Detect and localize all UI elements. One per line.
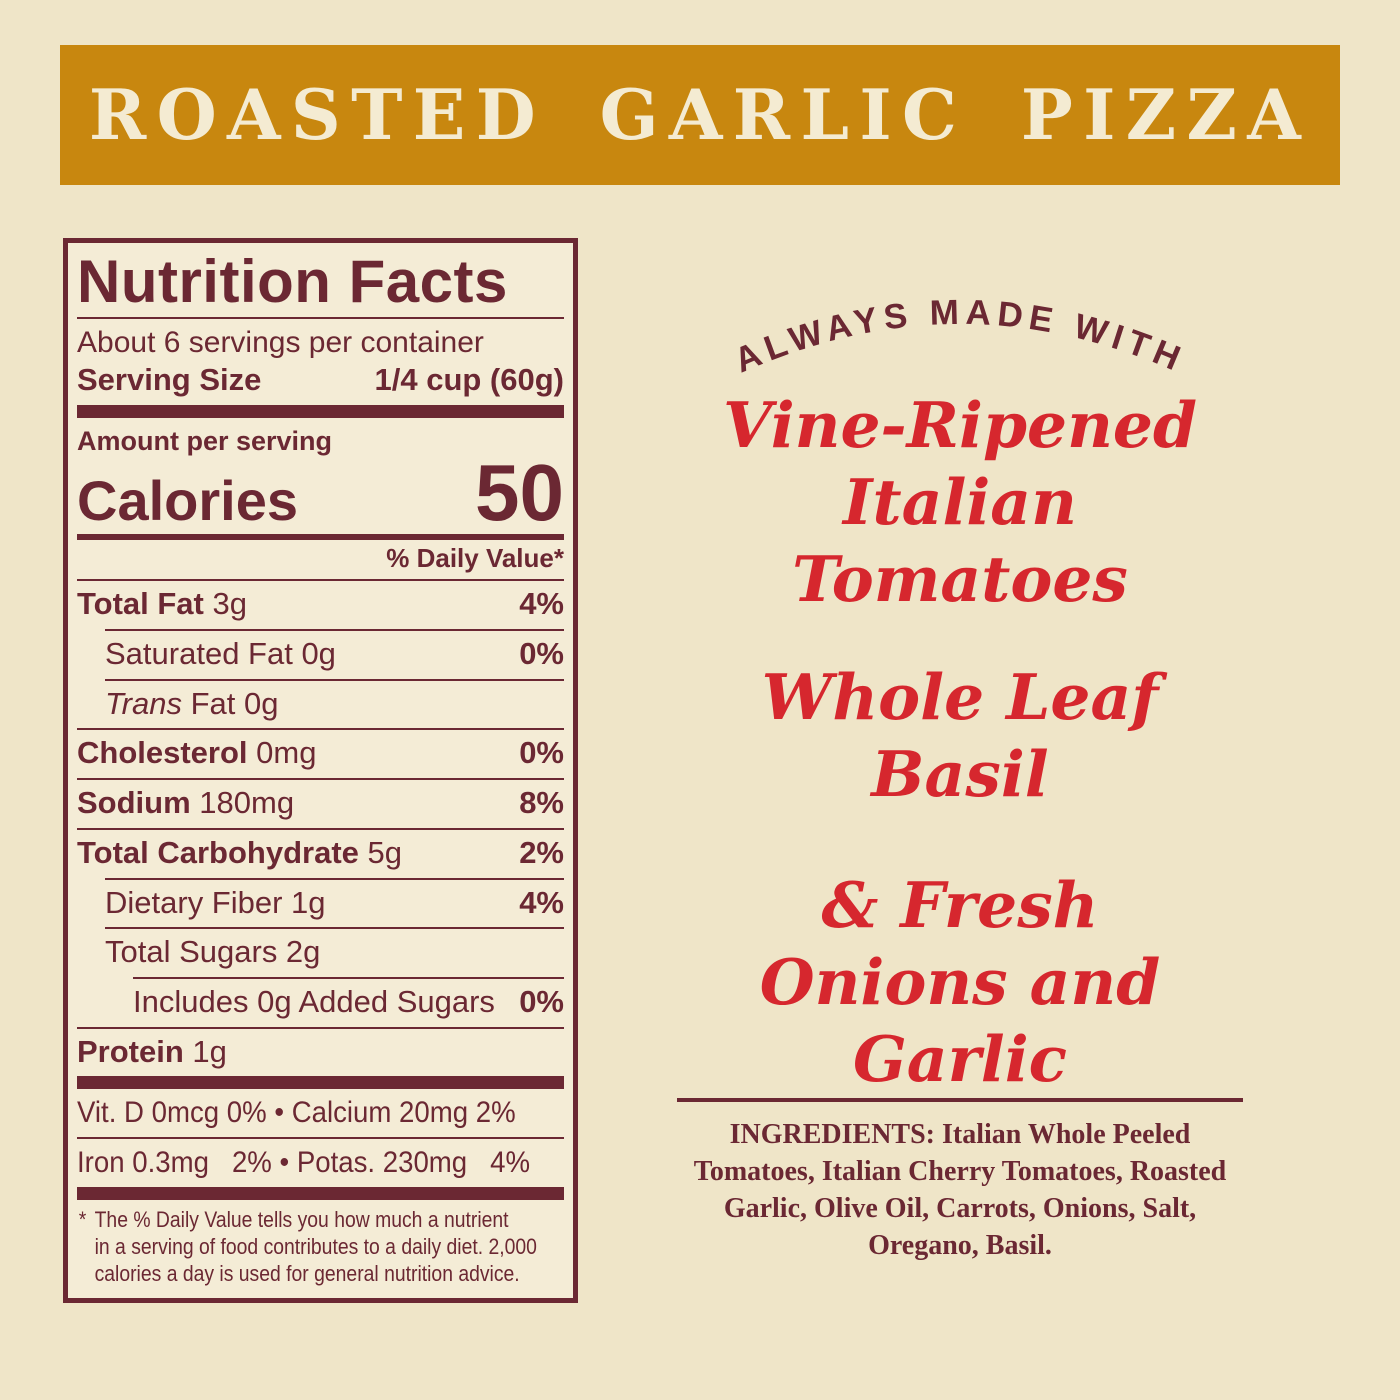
calories-row: Calories 50 [77,448,564,538]
feature-line: & Fresh [821,868,1099,942]
ingredients-divider [677,1098,1243,1102]
feature-line: Basil [871,737,1049,811]
daily-value-footnote: * The % Daily Value tells you how much a… [77,1207,579,1287]
ingredients-line: Tomatoes, Italian Cherry Tomatoes, Roast… [693,1155,1227,1187]
nutrient-text: Dietary Fiber 1g [105,884,326,921]
footnote-line: The % Daily Value tells you how much a n… [94,1207,509,1233]
nutrient-name: Sodium [77,785,191,821]
ingredients-line: Oregano, Basil. [868,1229,1052,1261]
daily-value: 8% [519,785,564,821]
nutrition-row-total-sugars: Total Sugars 2g [105,927,564,977]
ingredients-list: INGREDIENTS: Italian Whole Peeled Tomato… [650,1117,1270,1265]
always-made-with-arc: ALWAYS MADE WITH [729,293,1191,381]
feature-line: Tomatoes [792,542,1128,616]
calories-value: 50 [475,448,564,538]
feature-line: Garlic [852,1022,1068,1096]
footnote-line: in a serving of food contributes to a da… [94,1234,537,1260]
medium-divider [77,534,564,541]
nutrition-row-added-sugars: Includes 0g Added Sugars 0% [133,976,564,1027]
feature-basil: Whole Leaf Basil [650,659,1270,813]
nutrition-facts-panel: Nutrition Facts About 6 servings per con… [63,238,578,1303]
daily-value-header: % Daily Value* [386,543,564,574]
nutrition-row-trans-fat: Trans Fat 0g [105,678,564,729]
footnote-line: calories a day is used for general nutri… [94,1261,520,1287]
nutrient-italic: Trans [105,685,182,721]
nutrient-text: Trans Fat 0g [105,685,279,722]
feature-line: Onions and [759,945,1161,1019]
daily-value: 4% [519,884,564,920]
marketing-column: ALWAYS MADE WITH Vine-Ripened Italian To… [650,255,1270,1261]
daily-value: 0% [519,735,564,771]
nutrient-text: Saturated Fat 0g [105,635,336,672]
nutrition-row-dietary-fiber: Dietary Fiber 1g 4% [105,877,564,928]
nutrient-text: Total Fat 3g [77,586,247,622]
daily-value: 0% [519,635,564,671]
nutrient-name: Total Fat [77,586,204,622]
svg-text:ALWAYS MADE WITH: ALWAYS MADE WITH [729,293,1191,381]
daily-value: 0% [519,983,564,1019]
feature-line: Vine-Ripened [722,388,1198,462]
micronutrient-text: Iron 0.3mg 2% • Potas. 230mg 4% [77,1146,531,1180]
divider [77,317,564,320]
feature-onions-garlic: & Fresh Onions and Garlic [650,867,1270,1098]
product-title-banner: ROASTED GARLIC PIZZA [60,45,1340,185]
thick-divider [77,1187,564,1201]
nutrient-text: Cholesterol 0mg [77,735,317,771]
nutrient-name: Protein [77,1033,184,1069]
nutrient-text: Total Carbohydrate 5g [77,834,403,871]
nutrient-amount: Saturated Fat 0g [105,635,336,671]
nutrient-amount: 3g [203,586,247,622]
serving-size-label: Serving Size [77,362,262,398]
nutrient-amount: 180mg [190,785,295,821]
feature-tomatoes: Vine-Ripened Italian Tomatoes [650,387,1270,618]
nutrient-text: Protein 1g [77,1033,227,1070]
nutrient-amount: Fat 0g [181,685,279,721]
nutrition-row-total-fat: Total Fat 3g 4% [77,579,564,629]
ingredients-line: Garlic, Olive Oil, Carrots, Onions, Salt… [723,1192,1197,1224]
calories-label: Calories [77,469,298,533]
nutrient-text: Sodium 180mg [77,785,295,821]
footnote-asterisk: * [78,1207,87,1233]
nutrient-amount: 5g [358,834,403,870]
nutrient-text: Includes 0g Added Sugars [133,983,495,1020]
nutrient-amount: Total Sugars 2g [105,934,321,970]
micronutrient-row-1: Vit. D 0mcg 0% • Calcium 20mg 2% [77,1089,564,1137]
ingredients-line: INGREDIENTS: Italian Whole Peeled [729,1119,1191,1150]
nutrition-row-total-carbohydrate: Total Carbohydrate 5g 2% [77,827,564,878]
nutrition-row-protein: Protein 1g [77,1026,564,1077]
nutrient-amount: 0mg [247,735,317,771]
nutrient-text: Total Sugars 2g [105,934,321,970]
serving-size-value: 1/4 cup (60g) [374,362,565,398]
daily-value: 2% [519,834,564,870]
thick-divider [77,1076,564,1090]
amount-per-serving-label: Amount per serving [77,426,333,457]
nutrient-name: Cholesterol [77,735,248,771]
serving-size-row: Serving Size 1/4 cup (60g) [77,362,564,398]
feature-line: Whole Leaf [761,660,1159,734]
thick-divider [77,405,564,419]
micronutrient-text: Vit. D 0mcg 0% • Calcium 20mg 2% [77,1096,516,1130]
always-made-with-text: ALWAYS MADE WITH [729,293,1185,381]
nutrient-amount: 1g [183,1033,227,1069]
product-title: ROASTED GARLIC PIZZA [88,74,1312,156]
micronutrient-row-2: Iron 0.3mg 2% • Potas. 230mg 4% [77,1137,564,1187]
feature-line: Italian [843,465,1077,539]
nutrition-facts-title: Nutrition Facts [77,248,508,315]
servings-per-container: About 6 servings per container [77,326,484,360]
nutrient-amount: Includes 0g Added Sugars [133,983,495,1019]
nutrient-amount: Dietary Fiber 1g [105,884,326,920]
daily-value: 4% [519,586,564,622]
nutrition-row-sodium: Sodium 180mg 8% [77,778,564,828]
nutrition-row-cholesterol: Cholesterol 0mg 0% [77,728,564,778]
nutrient-name: Total Carbohydrate [77,834,359,870]
nutrition-row-saturated-fat: Saturated Fat 0g 0% [105,628,564,679]
